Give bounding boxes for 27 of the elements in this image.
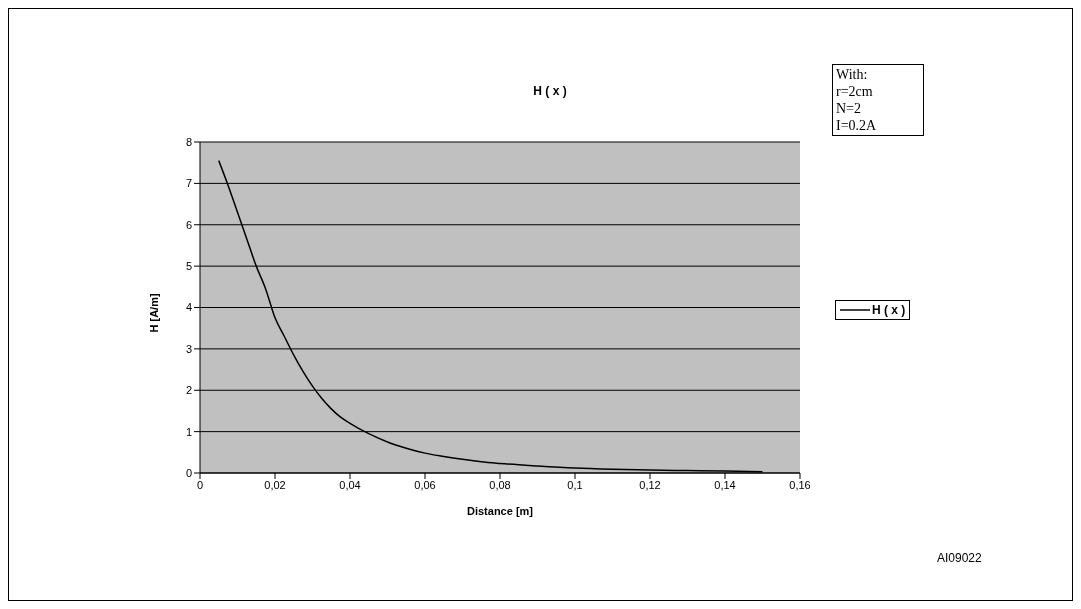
x-tick-label: 0,04 [339,478,361,491]
x-tick-label: 0 [196,478,204,491]
x-tick-label: 0,06 [414,478,436,491]
text: AI09022 [937,551,982,565]
y-tick-label: 0 [185,466,192,479]
text: I=0.2A [836,117,878,134]
x-tick-label: 0,1 [567,478,583,491]
text: N=2 [836,100,862,117]
chart-title: H ( x ) [532,84,568,98]
x-tick-label: 0,16 [789,478,811,491]
legend-label: H ( x ) [872,303,906,317]
x-tick-label: 0,12 [639,478,661,491]
y-tick-label: 8 [185,135,192,148]
x-tick-label: 0,14 [714,478,736,491]
y-tick-label: 6 [185,218,192,231]
text: With: [836,66,869,83]
y-tick-label: 2 [185,384,192,397]
y-tick-label: 4 [185,301,192,314]
y-axis-title: H [A/m] [147,293,160,333]
y-tick-label: 7 [185,177,192,190]
x-axis-title: Distance [m] [466,505,534,517]
y-tick-label: 1 [185,425,192,438]
x-tick-label: 0,08 [489,478,511,491]
x-tick-label: 0,02 [264,478,286,491]
y-tick-label: 3 [185,342,192,355]
text: r=2cm [836,83,874,100]
y-tick-label: 5 [185,260,192,273]
